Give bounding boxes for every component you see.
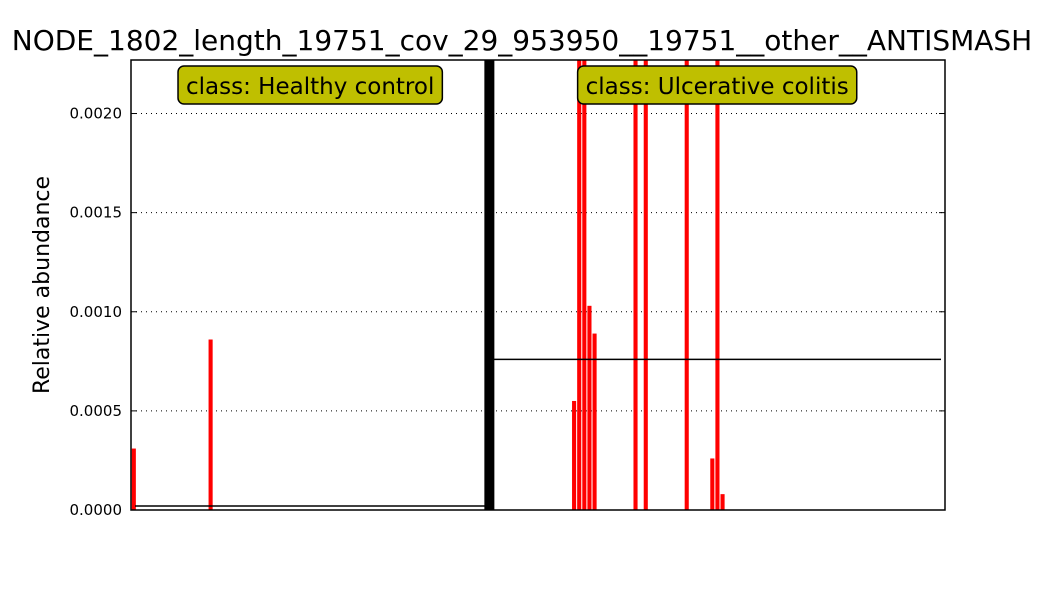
y-tick-label: 0.0010 bbox=[70, 303, 123, 321]
bar bbox=[577, 60, 582, 510]
y-axis-ticks: 0.0000 0.0005 0.0010 0.0015 0.0020 bbox=[70, 105, 945, 519]
bar bbox=[131, 448, 136, 510]
y-tick-label: 0.0020 bbox=[70, 105, 123, 123]
bars bbox=[131, 60, 725, 510]
bar bbox=[633, 60, 638, 510]
y-tick-label: 0.0000 bbox=[70, 501, 123, 519]
y-tick-label: 0.0005 bbox=[70, 402, 123, 420]
bar bbox=[720, 494, 725, 510]
plot-frame bbox=[130, 59, 946, 511]
bar bbox=[587, 305, 592, 510]
bar bbox=[643, 60, 648, 510]
grid-lines bbox=[131, 113, 945, 412]
bar bbox=[684, 60, 689, 510]
bar bbox=[592, 333, 597, 510]
group-divider bbox=[484, 60, 495, 510]
bar bbox=[710, 458, 715, 510]
y-axis-label: Relative abundance bbox=[30, 176, 55, 394]
bar bbox=[572, 400, 577, 510]
mean-lines bbox=[135, 358, 941, 507]
bar bbox=[208, 339, 213, 510]
class-labels: class: Healthy control class: Ulcerative … bbox=[177, 65, 858, 105]
class-label: class: Ulcerative colitis bbox=[586, 74, 849, 100]
chart-title: NODE_1802_length_19751_cov_29_953950__19… bbox=[12, 24, 1032, 57]
class-label-box bbox=[177, 65, 444, 105]
bar bbox=[715, 60, 720, 510]
class-label: class: Healthy control bbox=[186, 74, 434, 100]
bar bbox=[582, 60, 587, 510]
class-label-box bbox=[576, 65, 858, 105]
group-divider-bar bbox=[484, 60, 495, 510]
y-tick-label: 0.0015 bbox=[70, 204, 123, 222]
